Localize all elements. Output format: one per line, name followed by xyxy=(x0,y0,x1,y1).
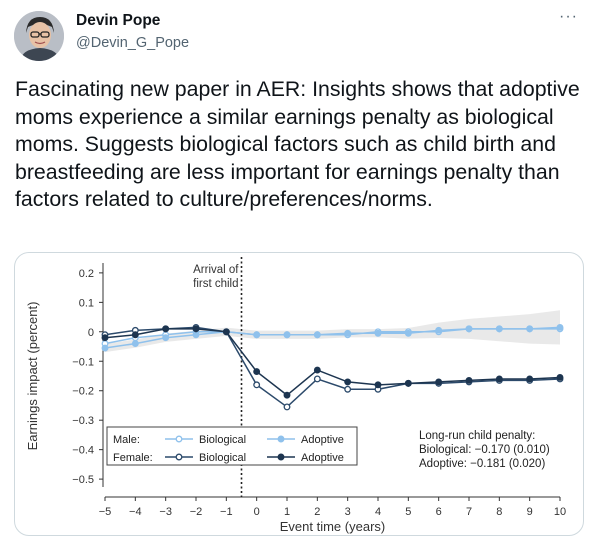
author-handle[interactable]: @Devin_G_Pope xyxy=(76,35,190,51)
x-tick-label: 1 xyxy=(284,506,290,518)
chart-axes: 0.2 0.1 0 −0.1 −0.2 −0.3 −0.4 −0.5 −5 −4 −3 −2 −1 0 1 2… xyxy=(25,263,566,534)
x-tick-label: −4 xyxy=(129,506,142,518)
confidence-band-area xyxy=(105,310,560,353)
data-point xyxy=(253,381,261,389)
series-line xyxy=(104,326,561,349)
data-point xyxy=(313,331,321,339)
x-tick-label: 4 xyxy=(375,506,381,518)
earnings-chart: 0.2 0.1 0 −0.1 −0.2 −0.3 −0.4 −0.5 −5 −4 −3 −2 −1 0 1 2… xyxy=(25,257,566,534)
x-tick-label: 5 xyxy=(405,506,411,518)
series-line xyxy=(104,328,561,397)
x-tick-label: 3 xyxy=(345,506,351,518)
x-tick-label: −1 xyxy=(220,506,233,518)
data-point xyxy=(526,325,534,333)
legend-box xyxy=(106,426,358,466)
y-tick-label: −0.4 xyxy=(72,445,94,457)
data-point xyxy=(495,375,503,383)
data-point xyxy=(162,325,170,333)
legend-label: Adoptive xyxy=(301,434,344,446)
legend-group-label: Male: xyxy=(113,434,140,446)
series-male-adoptive xyxy=(101,323,564,352)
data-point xyxy=(374,329,382,337)
data-point xyxy=(253,368,261,376)
x-tick-label: 8 xyxy=(496,506,502,518)
data-point xyxy=(283,403,291,411)
data-point xyxy=(404,379,412,387)
data-point xyxy=(495,325,503,333)
y-tick-label: −0.3 xyxy=(72,415,94,427)
penalty-annotation-line: Biological: −0.170 (0.010) xyxy=(419,444,550,456)
data-point xyxy=(313,366,321,374)
x-tick-label: 7 xyxy=(466,506,472,518)
tweet-text: Fascinating new paper in AER: Insights s… xyxy=(15,77,586,211)
legend-label: Biological xyxy=(199,452,246,464)
data-point xyxy=(344,329,352,337)
y-tick-label: −0.2 xyxy=(72,386,94,398)
data-point xyxy=(344,378,352,386)
data-point xyxy=(404,329,412,337)
tweet-media-chart[interactable]: 0.2 0.1 0 −0.1 −0.2 −0.3 −0.4 −0.5 −5 −4 −3 −2 −1 0 1 2… xyxy=(14,252,584,536)
data-point xyxy=(435,326,443,334)
data-point xyxy=(131,340,139,348)
y-tick-label: 0 xyxy=(88,327,94,339)
legend-label: Biological xyxy=(199,434,246,446)
x-tick-label: 10 xyxy=(554,506,566,518)
legend-marker xyxy=(175,453,183,461)
x-tick-label: −2 xyxy=(190,506,203,518)
y-tick-label: 0.2 xyxy=(79,268,94,280)
data-point xyxy=(192,331,200,339)
y-tick-label: −0.1 xyxy=(72,356,94,368)
data-point xyxy=(283,391,291,399)
data-point xyxy=(162,334,170,342)
chart-annotations: Long-run child penalty: Biological: −0.17… xyxy=(419,430,550,470)
event-line-label: first child xyxy=(193,278,238,290)
user-photo-avatar-icon xyxy=(14,11,64,61)
penalty-annotation-line: Adoptive: −0.181 (0.020) xyxy=(419,458,545,470)
data-point xyxy=(374,381,382,389)
chart-legend: Male: Biological Adoptive Female: Biological… xyxy=(106,426,358,466)
legend-marker xyxy=(277,453,285,461)
data-point xyxy=(253,331,261,339)
data-point xyxy=(556,374,564,381)
data-point xyxy=(465,325,473,333)
x-tick-label: 6 xyxy=(436,506,442,518)
series-female-adoptive xyxy=(101,325,564,399)
x-tick-label: −5 xyxy=(99,506,112,518)
x-tick-label: 2 xyxy=(314,506,320,518)
data-point xyxy=(101,344,109,352)
confidence-band xyxy=(105,310,560,353)
avatar[interactable] xyxy=(14,11,64,61)
author-name[interactable]: Devin Pope xyxy=(76,12,161,29)
data-point xyxy=(556,323,564,331)
data-point xyxy=(465,376,473,384)
ellipsis-icon[interactable]: ··· xyxy=(559,8,578,25)
x-axis-label: Event time (years) xyxy=(280,519,385,534)
legend-label: Adoptive xyxy=(301,452,344,464)
data-point xyxy=(313,375,321,383)
data-point xyxy=(283,331,291,339)
legend-group-label: Female: xyxy=(113,452,153,464)
data-point xyxy=(192,325,200,333)
x-tick-label: 9 xyxy=(527,506,533,518)
data-point xyxy=(131,331,139,339)
legend-marker xyxy=(277,435,285,443)
chart-series xyxy=(101,323,564,411)
y-tick-label: −0.5 xyxy=(72,474,94,486)
x-tick-label: 0 xyxy=(254,506,260,518)
data-point xyxy=(222,328,230,336)
data-point xyxy=(101,334,109,342)
data-point xyxy=(435,378,443,386)
legend-marker xyxy=(175,435,183,443)
x-tick-label: −3 xyxy=(159,506,172,518)
y-tick-label: 0.1 xyxy=(79,297,94,309)
y-axis-label: Earnings impact (percent) xyxy=(25,302,40,451)
data-point xyxy=(526,375,534,383)
data-point xyxy=(344,385,352,393)
event-line-label: Arrival of xyxy=(193,264,239,276)
penalty-annotation-line: Long-run child penalty: xyxy=(419,430,535,442)
